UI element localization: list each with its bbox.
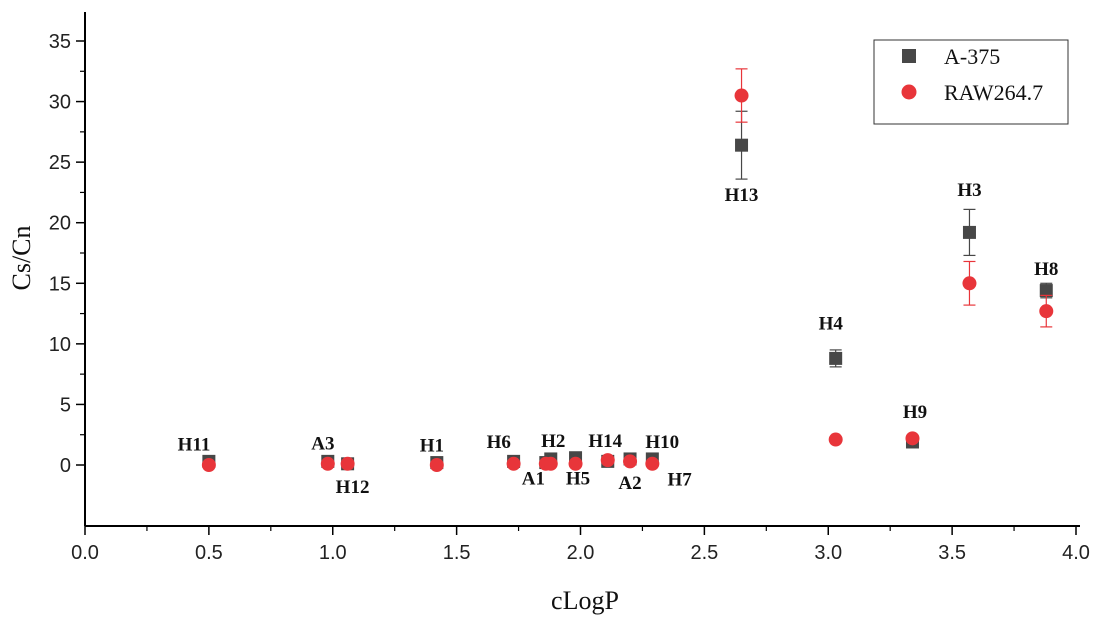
data-point-square	[735, 138, 749, 152]
data-point-circle	[543, 456, 558, 471]
data-point-circle	[734, 88, 749, 103]
y-ticks: 0 5 10 15 20 25 30 35	[49, 31, 85, 477]
series-layer	[201, 68, 1054, 472]
y-tick-label: 0	[60, 455, 71, 477]
point-label: A2	[618, 473, 641, 494]
point-label: H8	[1034, 259, 1058, 280]
point-label: H10	[645, 432, 679, 453]
point-label: A1	[522, 468, 545, 489]
data-point-square	[1039, 284, 1053, 298]
x-tick-label: 1.5	[443, 542, 471, 564]
x-tick-label: 2.0	[567, 542, 595, 564]
point-label: H9	[903, 402, 927, 423]
x-tick-label: 0.5	[195, 542, 223, 564]
legend-marker-a375	[902, 49, 916, 63]
y-tick-label: 25	[49, 152, 71, 174]
axes	[84, 12, 1080, 527]
x-tick-label: 3.5	[938, 542, 966, 564]
data-point-circle	[429, 458, 444, 472]
y-tick-label: 35	[49, 31, 71, 53]
y-tick-label: 30	[49, 92, 71, 114]
data-point-circle	[905, 431, 920, 446]
x-tick-label: 2.5	[690, 542, 718, 564]
x-tick-label: 3.0	[814, 542, 842, 564]
data-point-circle	[568, 456, 583, 471]
point-label: H14	[588, 431, 622, 452]
legend-label-a375: A-375	[944, 44, 1000, 69]
y-tick-label: 15	[49, 273, 71, 295]
data-point-circle	[600, 453, 615, 468]
data-point-circle	[201, 458, 216, 472]
data-point-circle	[623, 454, 638, 469]
point-label: H11	[178, 434, 211, 455]
data-point-circle	[506, 456, 521, 471]
series-raw2647	[201, 68, 1054, 472]
legend-marker-raw2647	[901, 84, 917, 100]
y-tick-label: 5	[60, 394, 71, 416]
data-point-circle	[962, 276, 977, 291]
point-label: A3	[311, 433, 334, 454]
point-label: H13	[725, 185, 759, 206]
point-label: H12	[336, 477, 370, 498]
y-tick-label: 20	[49, 213, 71, 235]
x-tick-label: 0.0	[71, 542, 99, 564]
x-axis-title: cLogP	[551, 586, 619, 615]
point-label: H7	[667, 470, 692, 491]
data-point-circle	[1039, 304, 1054, 319]
point-label: H4	[819, 313, 844, 334]
y-tick-label: 10	[49, 334, 71, 356]
data-point-circle	[645, 456, 660, 471]
data-point-circle	[320, 456, 335, 471]
data-point-circle	[340, 456, 355, 471]
legend: A-375 RAW264.7	[873, 39, 1069, 125]
data-point-square	[962, 225, 976, 239]
data-point-square	[829, 351, 843, 365]
y-axis-title: Cs/Cn	[7, 225, 36, 290]
point-label: H1	[420, 436, 444, 457]
point-label: H3	[957, 180, 981, 201]
point-label: H6	[487, 432, 511, 453]
x-ticks: 0.0 0.5 1.0 1.5 2.0 2.5 3.0 3.5 4.0	[71, 526, 1090, 564]
point-label: H2	[541, 431, 565, 452]
legend-label-raw2647: RAW264.7	[944, 80, 1043, 105]
x-tick-label: 1.0	[319, 542, 347, 564]
x-tick-label: 4.0	[1062, 542, 1090, 564]
data-point-circle	[828, 432, 843, 447]
point-label: H5	[566, 468, 590, 489]
